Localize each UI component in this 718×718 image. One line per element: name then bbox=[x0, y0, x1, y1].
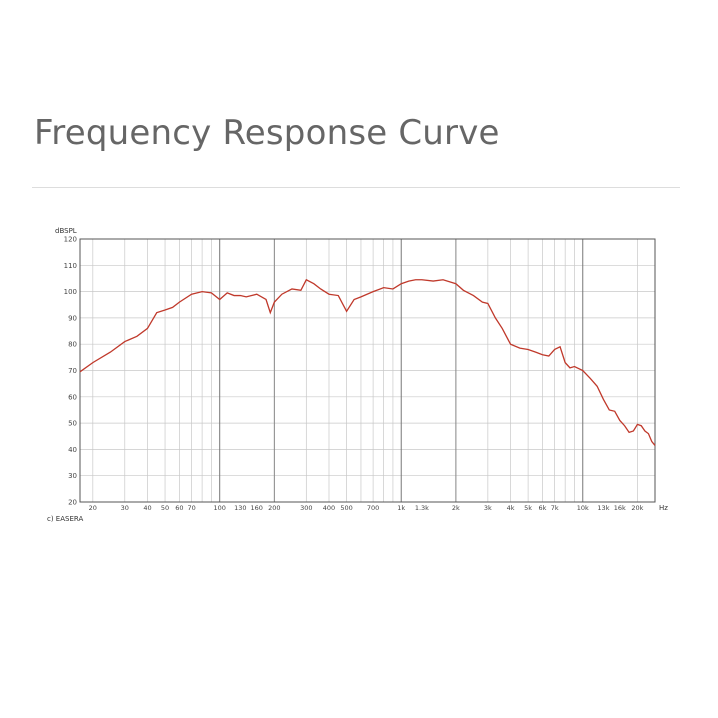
x-tick-label: 5k bbox=[524, 504, 532, 512]
frequency-response-chart: 20 30 40 50 60 70 80 90 100 110 120 20 30 40 50 60 70 100… bbox=[55, 227, 668, 513]
x-tick-label: 20 bbox=[89, 504, 97, 512]
plot-frame bbox=[79, 238, 656, 503]
tick-labels: 20 30 40 50 60 70 80 90 100 110 120 20 30 40 50 60 70 100… bbox=[64, 236, 644, 513]
x-tick-label: 100 bbox=[213, 504, 225, 512]
x-tick-label: 7k bbox=[551, 504, 559, 512]
y-tick-label: 40 bbox=[68, 446, 77, 454]
x-tick-label: 60 bbox=[175, 504, 183, 512]
x-tick-label: 16k bbox=[614, 504, 626, 512]
x-tick-label: 70 bbox=[187, 504, 195, 512]
x-tick-label: 40 bbox=[143, 504, 151, 512]
y-tick-label: 60 bbox=[68, 393, 77, 401]
x-tick-label: 300 bbox=[300, 504, 312, 512]
x-tick-label: 10k bbox=[577, 504, 589, 512]
title-divider bbox=[32, 187, 680, 188]
x-tick-label: 4k bbox=[507, 504, 515, 512]
x-tick-label: 160 bbox=[251, 504, 263, 512]
y-tick-label: 20 bbox=[68, 499, 77, 507]
x-tick-label: 200 bbox=[268, 504, 280, 512]
x-tick-label: 700 bbox=[367, 504, 379, 512]
frequency-response-curve bbox=[79, 278, 656, 446]
y-tick-label: 50 bbox=[68, 420, 77, 428]
x-tick-label: 30 bbox=[121, 504, 129, 512]
y-tick-label: 100 bbox=[64, 288, 77, 296]
x-tick-label: 20k bbox=[631, 504, 643, 512]
x-tick-label: 6k bbox=[539, 504, 547, 512]
page-title: Frequency Response Curve bbox=[34, 113, 500, 153]
x-tick-label: 50 bbox=[161, 504, 169, 512]
x-tick-label: 400 bbox=[323, 504, 335, 512]
y-tick-label: 110 bbox=[64, 262, 77, 270]
software-credit: c) EASERA bbox=[47, 515, 84, 523]
y-tick-label: 70 bbox=[68, 367, 77, 375]
x-tick-label: 1k bbox=[397, 504, 405, 512]
y-tick-label: 90 bbox=[68, 314, 77, 322]
x-axis-unit: Hz bbox=[659, 504, 668, 512]
x-tick-label: 3k bbox=[484, 504, 492, 512]
y-tick-label: 120 bbox=[64, 236, 77, 244]
x-tick-label: 13k bbox=[597, 504, 609, 512]
x-tick-label: 2k bbox=[452, 504, 460, 512]
y-tick-label: 30 bbox=[68, 472, 77, 480]
x-tick-label: 1.3k bbox=[415, 504, 429, 512]
x-tick-label: 500 bbox=[340, 504, 352, 512]
grid-lines bbox=[80, 238, 655, 503]
x-tick-label: 130 bbox=[234, 504, 246, 512]
y-tick-label: 80 bbox=[68, 341, 77, 349]
y-axis-label: dBSPL bbox=[55, 227, 77, 235]
